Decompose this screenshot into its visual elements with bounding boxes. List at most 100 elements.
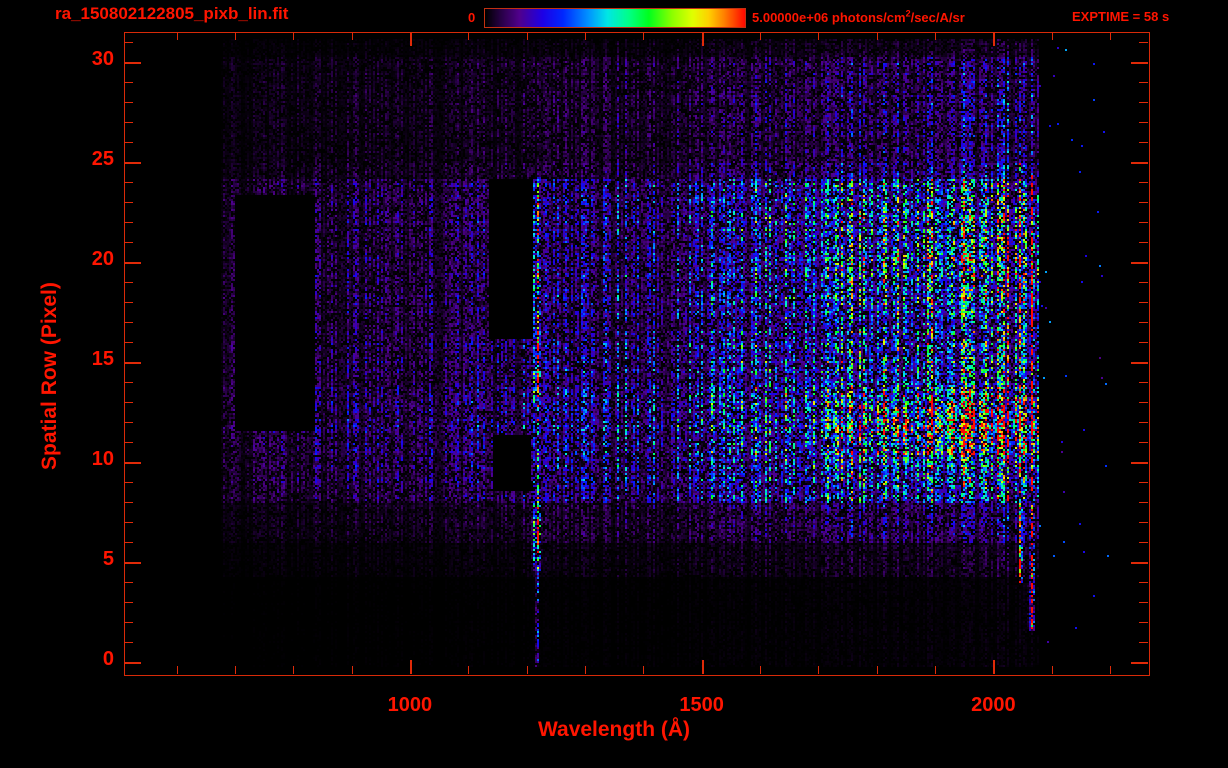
y-tick-label: 25: [91, 148, 114, 170]
colorbar-units-post: /sec/A/sr: [910, 10, 965, 25]
y-minor-tick-right: [1139, 382, 1148, 383]
x-minor-tick-top: [468, 32, 470, 40]
y-major-tick: [124, 162, 141, 164]
x-minor-tick: [351, 666, 353, 674]
y-minor-tick-right: [1139, 622, 1148, 623]
x-minor-tick: [818, 666, 820, 674]
x-minor-tick-top: [176, 32, 178, 40]
y-minor-tick-right: [1139, 82, 1148, 83]
y-major-tick-right: [1131, 362, 1148, 364]
x-axis-label: Wavelength (Å): [537, 718, 691, 741]
y-minor-tick: [124, 42, 133, 43]
y-minor-tick-right: [1139, 122, 1148, 123]
y-major-tick-right: [1131, 162, 1148, 164]
y-tick-label: 0: [102, 648, 114, 670]
x-minor-tick: [1051, 666, 1053, 674]
y-minor-tick-right: [1139, 242, 1148, 243]
y-minor-tick: [124, 422, 133, 423]
y-major-tick: [124, 662, 141, 664]
x-tick-label: 1000: [387, 694, 433, 716]
x-major-tick-top: [993, 32, 996, 46]
y-minor-tick: [124, 342, 133, 343]
colorbar-max-label: 5.00000e+06 photons/cm2/sec/A/sr: [752, 8, 965, 25]
x-minor-tick-top: [351, 32, 353, 40]
y-minor-tick: [124, 282, 133, 283]
y-minor-tick-right: [1139, 422, 1148, 423]
x-minor-tick-top: [293, 32, 295, 40]
x-minor-tick-top: [234, 32, 236, 40]
y-minor-tick: [124, 542, 133, 543]
y-minor-tick-right: [1139, 322, 1148, 323]
x-minor-tick: [234, 666, 236, 674]
y-minor-tick: [124, 502, 133, 503]
y-axis-label: Spatial Row (Pixel): [38, 282, 61, 470]
x-minor-tick-top: [584, 32, 586, 40]
x-minor-tick: [935, 666, 937, 674]
y-minor-tick-right: [1139, 222, 1148, 223]
colorbar-min-label: 0: [468, 10, 476, 25]
y-minor-tick-right: [1139, 642, 1148, 643]
y-minor-tick-right: [1139, 442, 1148, 443]
colorbar-units-pre: photons/cm: [828, 10, 906, 25]
y-minor-tick: [124, 82, 133, 83]
x-minor-tick: [643, 666, 645, 674]
y-minor-tick-right: [1139, 522, 1148, 523]
y-minor-tick: [124, 582, 133, 583]
x-tick-label: 1500: [679, 694, 724, 716]
plot-frame: [124, 32, 1150, 676]
y-minor-tick-right: [1139, 402, 1148, 403]
y-minor-tick-right: [1139, 542, 1148, 543]
x-minor-tick-top: [643, 32, 645, 40]
y-minor-tick: [124, 222, 133, 223]
y-minor-tick-right: [1139, 202, 1148, 203]
y-minor-tick-right: [1139, 602, 1148, 603]
x-minor-tick: [526, 666, 528, 674]
y-major-tick-right: [1131, 662, 1148, 664]
y-minor-tick-right: [1139, 182, 1148, 183]
y-minor-tick-right: [1139, 42, 1148, 43]
x-minor-tick-top: [1051, 32, 1053, 40]
y-minor-tick-right: [1139, 342, 1148, 343]
y-major-tick-right: [1131, 562, 1148, 564]
y-minor-tick: [124, 402, 133, 403]
y-tick-label: 10: [91, 448, 114, 470]
y-minor-tick: [124, 642, 133, 643]
x-minor-tick-top: [1110, 32, 1112, 40]
x-minor-tick: [584, 666, 586, 674]
y-minor-tick-right: [1139, 282, 1148, 283]
colorbar-gradient: [485, 9, 745, 27]
x-minor-tick-top: [818, 32, 820, 40]
y-minor-tick: [124, 322, 133, 323]
x-major-tick: [701, 660, 704, 674]
y-minor-tick: [124, 242, 133, 243]
y-minor-tick-right: [1139, 102, 1148, 103]
y-major-tick: [124, 462, 141, 464]
y-minor-tick-right: [1139, 482, 1148, 483]
y-tick-label: 5: [102, 548, 114, 570]
spectrogram-image: [125, 33, 1149, 675]
y-minor-tick: [124, 622, 133, 623]
x-minor-tick: [293, 666, 295, 674]
y-major-tick: [124, 362, 141, 364]
x-minor-tick: [1110, 666, 1112, 674]
y-minor-tick-right: [1139, 302, 1148, 303]
colorbar-units-exponent: 2: [905, 8, 911, 19]
y-minor-tick: [124, 382, 133, 383]
y-major-tick-right: [1131, 462, 1148, 464]
x-minor-tick-top: [526, 32, 528, 40]
y-minor-tick: [124, 442, 133, 443]
y-minor-tick: [124, 522, 133, 523]
y-minor-tick: [124, 182, 133, 183]
page-title: ra_150802122805_pixb_lin.fit: [55, 4, 289, 23]
y-minor-tick: [124, 202, 133, 203]
y-minor-tick: [124, 602, 133, 603]
y-major-tick: [124, 262, 141, 264]
y-minor-tick: [124, 142, 133, 143]
x-minor-tick-top: [759, 32, 761, 40]
y-minor-tick: [124, 482, 133, 483]
x-tick-label: 2000: [971, 694, 1016, 716]
exptime-label: EXPTIME = 58 s: [1072, 9, 1170, 24]
x-major-tick-top: [409, 32, 412, 46]
colorbar: [484, 8, 746, 28]
